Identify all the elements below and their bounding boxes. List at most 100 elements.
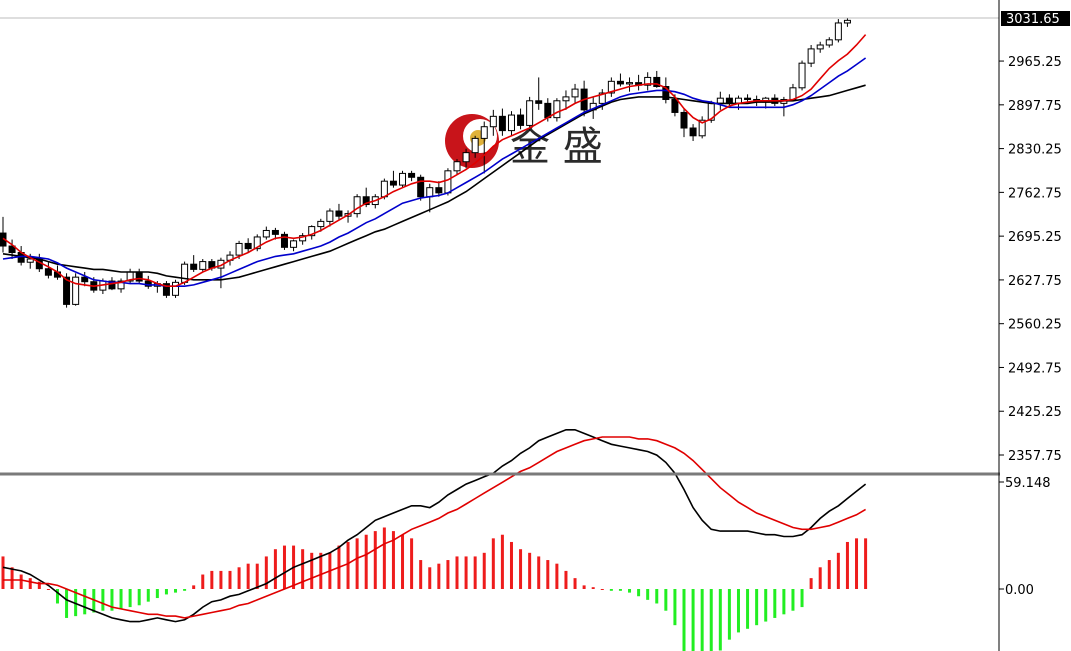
candle-body — [725, 97, 733, 104]
macd-bar — [301, 549, 305, 589]
macd-bar — [646, 589, 650, 600]
macd-bar — [264, 556, 268, 589]
candle — [653, 70, 661, 88]
candle-body — [562, 96, 570, 102]
candle — [244, 238, 252, 253]
price-tick-label: 2695.25 — [1008, 230, 1062, 245]
candle — [607, 77, 615, 97]
macd-bar — [573, 578, 577, 589]
candle — [435, 181, 443, 197]
macd-bar — [46, 589, 50, 590]
ma-fast-line — [2, 34, 867, 288]
candle-body — [671, 98, 679, 113]
macd-bar — [410, 538, 414, 589]
macd-bar — [500, 534, 504, 589]
macd-bar — [446, 560, 450, 589]
candle-body — [825, 39, 833, 46]
candle — [399, 170, 407, 188]
candle-body — [816, 44, 824, 50]
price-tick-label: 2357.75 — [1008, 449, 1062, 464]
macd-bar — [709, 589, 713, 651]
macd-bar — [282, 545, 286, 589]
candle — [626, 77, 634, 92]
macd-bar — [546, 560, 550, 589]
candle-body — [644, 76, 652, 86]
macd-dif-line — [2, 428, 867, 623]
macd-bar — [319, 552, 323, 589]
candle — [480, 121, 488, 174]
candle-body — [81, 276, 89, 283]
macd-bar — [727, 589, 731, 640]
candle — [226, 251, 234, 266]
macd-dea-line — [3, 436, 867, 619]
candle — [199, 259, 207, 272]
candle-body — [72, 276, 80, 305]
macd-bar — [864, 538, 868, 589]
candle — [471, 135, 479, 158]
candle-body — [507, 114, 515, 132]
macd-bar — [183, 589, 187, 591]
candle — [408, 170, 416, 182]
candle-body — [181, 263, 189, 283]
candle-body — [308, 226, 316, 237]
macd-bar — [428, 567, 432, 589]
candle-body — [172, 281, 180, 296]
price-tick-label: 2627.75 — [1008, 274, 1062, 289]
candle-body — [26, 258, 34, 263]
candle-body — [526, 100, 534, 126]
candle — [308, 225, 316, 240]
candle — [635, 74, 643, 91]
candle — [72, 273, 80, 306]
macd-bar — [655, 589, 659, 604]
candle — [562, 90, 570, 110]
candle — [190, 255, 198, 272]
macd-bar — [1, 556, 5, 589]
candle — [843, 18, 851, 27]
last-price-badge — [1001, 11, 1070, 26]
candle-body — [199, 261, 207, 270]
candle-body — [253, 236, 261, 250]
candle-body — [417, 176, 425, 198]
candle — [353, 194, 361, 218]
ma-slow-line — [2, 84, 866, 281]
macd-bar — [691, 589, 695, 651]
candle-body — [63, 276, 71, 305]
candle — [162, 281, 170, 298]
last-price-label: 3031.65 — [1006, 12, 1060, 27]
macd-bar — [401, 534, 405, 589]
candle-body — [653, 76, 661, 88]
macd-bar — [618, 589, 622, 591]
macd-bar — [164, 589, 168, 595]
candle-body — [244, 242, 252, 250]
candle — [262, 226, 270, 240]
macd-bar — [528, 552, 532, 589]
price-tick-label: 2830.25 — [1008, 143, 1062, 158]
macd-bar — [782, 589, 786, 615]
candle-body — [317, 220, 325, 228]
candle — [716, 91, 724, 110]
macd-bar — [201, 574, 205, 589]
candle-body — [807, 48, 815, 64]
macd-bar — [473, 556, 477, 589]
macd-bar — [673, 589, 677, 626]
candle — [725, 94, 733, 106]
macd-bar — [773, 589, 777, 618]
candle-body — [616, 80, 624, 85]
candle-body — [535, 100, 543, 104]
macd-bar — [855, 538, 859, 589]
macd-bar — [455, 556, 459, 589]
candle — [535, 77, 543, 110]
candle-body — [162, 283, 170, 296]
macd-bar — [609, 589, 613, 591]
macd-bar — [74, 589, 78, 617]
macd-bar — [237, 567, 241, 589]
candle — [689, 124, 697, 141]
candle-body — [453, 161, 461, 172]
candle-body — [626, 82, 634, 85]
candle-body — [680, 111, 688, 129]
candle — [290, 239, 298, 252]
watermark-text: 金 盛 — [510, 124, 603, 170]
candle-body — [108, 280, 116, 290]
macd-bar — [28, 578, 32, 589]
